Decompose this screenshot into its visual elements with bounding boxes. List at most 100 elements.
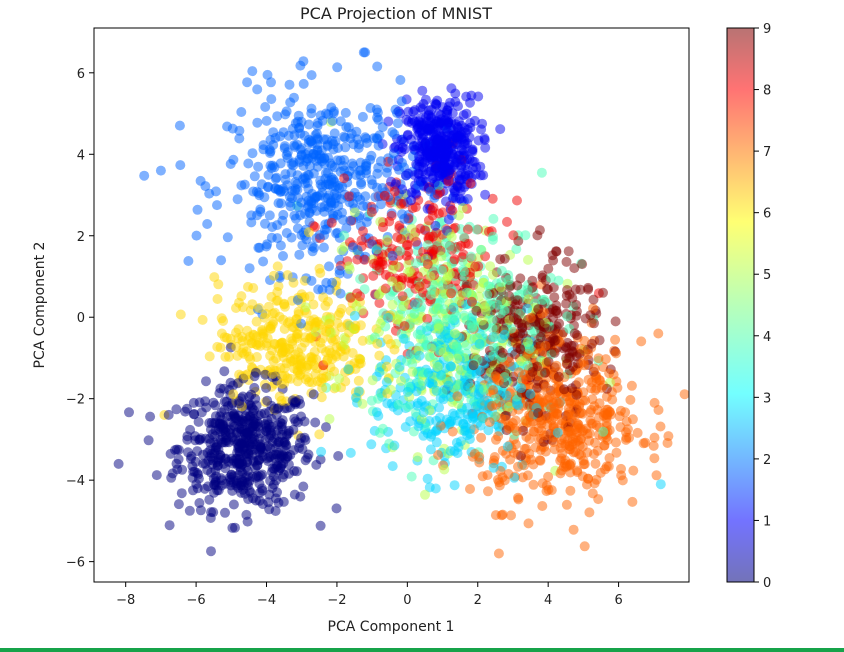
scatter-point bbox=[300, 302, 311, 313]
scatter-point bbox=[516, 383, 527, 394]
scatter-point bbox=[351, 170, 362, 180]
scatter-point bbox=[543, 263, 554, 274]
scatter-point bbox=[303, 137, 314, 148]
scatter-point bbox=[483, 281, 494, 292]
scatter-point bbox=[314, 429, 325, 440]
scatter-point bbox=[452, 391, 463, 402]
scatter-point bbox=[508, 230, 519, 241]
scatter-point bbox=[662, 438, 673, 448]
scatter-point bbox=[528, 426, 539, 437]
scatter-point bbox=[193, 416, 204, 427]
scatter-point bbox=[248, 408, 258, 418]
scatter-point bbox=[594, 412, 605, 423]
scatter-point bbox=[442, 271, 453, 282]
scatter-point bbox=[176, 488, 187, 499]
scatter-point bbox=[479, 133, 490, 144]
scatter-point bbox=[385, 338, 396, 349]
scatter-point bbox=[406, 187, 417, 198]
scatter-point bbox=[583, 349, 594, 360]
scatter-point bbox=[406, 117, 417, 128]
scatter-point bbox=[448, 302, 459, 313]
scatter-point bbox=[333, 201, 344, 211]
scatter-point bbox=[425, 186, 436, 197]
scatter-point bbox=[378, 222, 388, 233]
scatter-point bbox=[422, 259, 433, 270]
scatter-point bbox=[304, 291, 315, 302]
scatter-point bbox=[242, 516, 253, 527]
scatter-point bbox=[238, 343, 249, 354]
scatter-point bbox=[621, 432, 632, 443]
scatter-point bbox=[366, 439, 377, 450]
scatter-point bbox=[449, 254, 460, 265]
scatter-point bbox=[441, 196, 451, 207]
scatter-point bbox=[216, 255, 227, 266]
scatter-point bbox=[599, 440, 610, 451]
scatter-point bbox=[269, 338, 280, 349]
scatter-point bbox=[338, 161, 349, 171]
scatter-point bbox=[367, 179, 378, 190]
scatter-point bbox=[477, 331, 488, 342]
scatter-point bbox=[216, 328, 227, 339]
scatter-point bbox=[231, 303, 241, 313]
x-tick-label: −6 bbox=[187, 593, 206, 608]
scatter-point bbox=[210, 400, 221, 411]
scatter-point bbox=[295, 144, 306, 155]
scatter-point bbox=[565, 485, 576, 496]
scatter-point bbox=[530, 442, 541, 453]
scatter-point bbox=[679, 389, 689, 400]
scatter-point bbox=[312, 144, 323, 155]
scatter-point bbox=[376, 199, 386, 210]
scatter-point bbox=[139, 170, 150, 181]
scatter-point bbox=[372, 338, 383, 349]
scatter-point bbox=[280, 169, 291, 180]
scatter-point bbox=[513, 331, 524, 342]
scatter-point bbox=[329, 128, 340, 139]
scatter-point bbox=[324, 318, 335, 329]
scatter-point bbox=[578, 425, 589, 436]
scatter-point bbox=[420, 489, 430, 500]
scatter-point bbox=[346, 128, 357, 139]
scatter-point bbox=[394, 361, 405, 372]
scatter-point bbox=[447, 130, 458, 141]
scatter-point bbox=[387, 276, 398, 287]
scatter-point bbox=[240, 370, 251, 381]
scatter-point bbox=[467, 322, 478, 333]
scatter-point bbox=[231, 413, 242, 424]
scatter-point bbox=[287, 395, 298, 406]
scatter-point bbox=[487, 323, 498, 334]
scatter-point bbox=[403, 402, 414, 412]
scatter-point bbox=[232, 194, 243, 205]
scatter-point bbox=[292, 333, 303, 344]
scatter-point bbox=[396, 96, 407, 107]
scatter-point bbox=[261, 115, 272, 126]
colorbar-tick-label: 9 bbox=[763, 22, 771, 37]
scatter-point bbox=[485, 261, 496, 272]
scatter-point bbox=[446, 231, 457, 242]
scatter-point bbox=[479, 384, 489, 395]
scatter-point bbox=[145, 411, 156, 422]
scatter-point bbox=[356, 177, 366, 188]
colorbar-tick-label: 5 bbox=[763, 268, 771, 283]
scatter-point bbox=[298, 56, 309, 67]
scatter-point bbox=[556, 415, 567, 426]
scatter-point bbox=[549, 335, 560, 346]
scatter-point bbox=[331, 382, 342, 393]
scatter-point bbox=[533, 408, 544, 418]
x-tick-label: 0 bbox=[403, 593, 411, 608]
scatter-point bbox=[432, 362, 443, 372]
scatter-point bbox=[512, 295, 523, 306]
scatter-point bbox=[418, 407, 429, 418]
scatter-point bbox=[611, 447, 622, 458]
scatter-point bbox=[249, 171, 260, 182]
scatter-point bbox=[480, 189, 491, 200]
scatter-point bbox=[321, 134, 332, 145]
scatter-point bbox=[513, 492, 523, 503]
scatter-point bbox=[590, 437, 600, 448]
y-tick-label: 6 bbox=[77, 67, 85, 82]
scatter-point bbox=[469, 115, 480, 126]
scatter-point bbox=[361, 217, 372, 228]
scatter-point bbox=[446, 83, 457, 94]
scatter-point bbox=[291, 466, 302, 477]
scatter-point bbox=[270, 133, 281, 143]
